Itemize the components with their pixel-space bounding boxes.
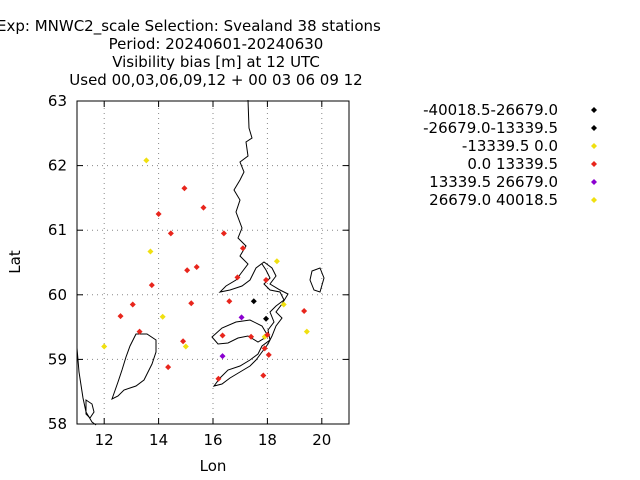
data-point [238, 314, 245, 321]
data-point [301, 307, 308, 314]
grid [77, 100, 349, 425]
title-line-1: Exp: MNWC2_scale Selection: Svealand 38 … [0, 17, 381, 36]
y-tick-label: 63 [48, 92, 67, 110]
x-axis-label: Lon [200, 457, 227, 475]
legend-marker [591, 179, 597, 185]
legend-label: -26679.0-13339.5 [423, 119, 558, 137]
title-line-2: Period: 20240601-20240630 [109, 35, 324, 53]
x-tick-label: 14 [149, 431, 168, 449]
legend: -40018.5-26679.0-26679.0-13339.5-13339.5… [423, 101, 597, 209]
data-point [215, 375, 222, 382]
legend-marker [591, 107, 597, 113]
chart-title: Exp: MNWC2_scale Selection: Svealand 38 … [0, 17, 381, 89]
data-point [147, 248, 154, 255]
data-point [148, 282, 155, 289]
legend-marker [591, 197, 597, 203]
data-point [180, 338, 187, 345]
x-tick-label: 12 [95, 431, 114, 449]
data-point [219, 353, 226, 360]
y-axis-label: Lat [6, 250, 24, 274]
y-tick-label: 58 [48, 415, 67, 433]
data-point [101, 343, 108, 350]
data-point [250, 298, 257, 305]
data-point [234, 274, 241, 281]
legend-marker [591, 143, 597, 149]
data-point [226, 298, 233, 305]
x-tick-label: 20 [312, 431, 331, 449]
title-line-3: Visibility bias [m] at 12 UTC [112, 53, 320, 71]
data-point [181, 185, 188, 192]
title-line-4: Used 00,03,06,09,12 + 00 03 06 09 12 [69, 71, 362, 89]
data-point [261, 345, 268, 352]
data-point [167, 230, 174, 237]
data-point [143, 157, 150, 164]
legend-label: 13339.5 26679.0 [429, 173, 558, 191]
legend-label: 0.0 13339.5 [467, 155, 558, 173]
data-point [303, 328, 310, 335]
data-point [273, 258, 280, 265]
coastline [76, 99, 325, 426]
data-point [188, 300, 195, 307]
data-point [182, 343, 189, 350]
legend-label: 26679.0 40018.5 [429, 191, 558, 209]
data-point [263, 276, 270, 283]
data-point [159, 313, 166, 320]
y-tick-label: 62 [48, 157, 67, 175]
data-point [264, 331, 271, 338]
legend-marker [591, 125, 597, 131]
data-point [280, 301, 287, 308]
data-point [248, 333, 255, 340]
data-point [220, 230, 227, 237]
data-point [136, 328, 143, 335]
legend-label: -13339.5 0.0 [462, 137, 558, 155]
x-tick-label: 18 [258, 431, 277, 449]
y-tick-label: 60 [48, 286, 67, 304]
y-tick-label: 61 [48, 221, 67, 239]
data-points [101, 157, 310, 382]
legend-marker [591, 161, 597, 167]
data-point [263, 315, 270, 322]
data-point [184, 267, 191, 274]
legend-label: -40018.5-26679.0 [423, 101, 558, 119]
data-point [165, 364, 172, 371]
data-point [129, 301, 136, 308]
axis-ticks: 12 14 16 18 20 58 59 60 61 62 63 [48, 92, 349, 449]
data-point [200, 204, 207, 211]
data-point [265, 351, 272, 358]
y-tick-label: 59 [48, 350, 67, 368]
data-point [260, 372, 267, 379]
data-point [155, 211, 162, 218]
data-point [239, 245, 246, 252]
plot-frame [76, 100, 350, 425]
data-point [117, 313, 124, 320]
x-tick-label: 16 [203, 431, 222, 449]
data-point [219, 332, 226, 339]
data-point [193, 264, 200, 271]
